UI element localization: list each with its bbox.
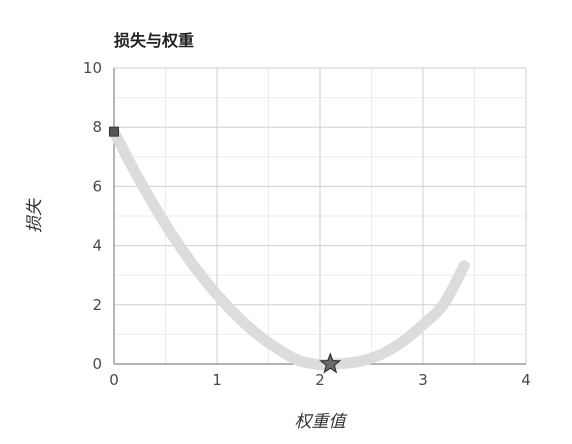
y-tick-label: 4 [92, 237, 102, 255]
x-tick-label: 2 [315, 371, 325, 389]
marker-layer [109, 126, 342, 374]
x-tick-labels: 0 1 2 3 4 [109, 371, 531, 389]
x-axis-label: 权重值 [295, 412, 348, 432]
y-tick-labels: 0 2 4 6 8 10 [83, 59, 102, 373]
y-axis-label: 损失 [25, 198, 45, 233]
loss-curve [108, 126, 470, 371]
minimum-star-marker [319, 352, 342, 374]
y-tick-label: 8 [92, 118, 102, 136]
x-tick-label: 4 [521, 371, 531, 389]
major-grid [113, 67, 527, 365]
y-tick-label: 2 [92, 296, 102, 314]
chart-title: 损失与权重 [114, 31, 194, 50]
x-tick-label: 1 [212, 371, 222, 389]
y-tick-label: 0 [92, 355, 102, 373]
series-layer [108, 126, 470, 371]
y-tick-label: 10 [83, 59, 102, 77]
y-tick-label: 6 [92, 177, 102, 195]
start-square-marker [109, 126, 119, 137]
x-tick-label: 3 [418, 371, 428, 389]
x-tick-label: 0 [109, 371, 119, 389]
